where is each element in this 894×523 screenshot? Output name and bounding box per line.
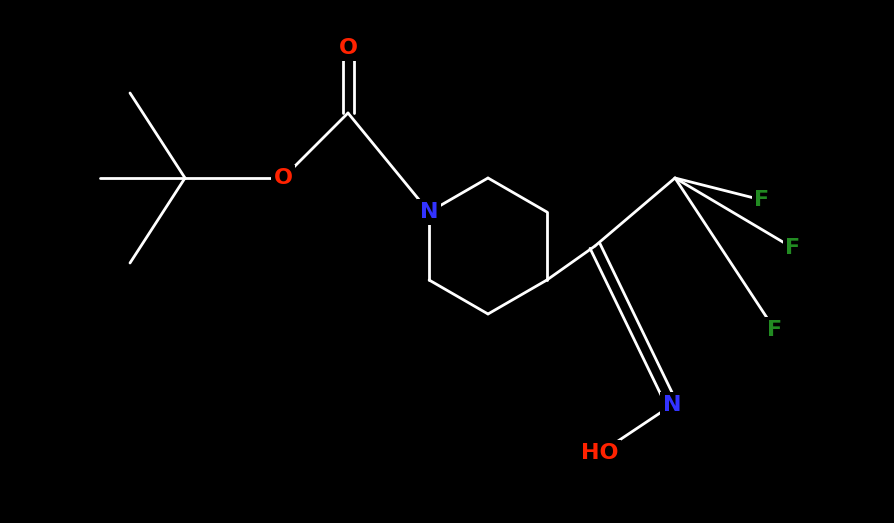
Text: F: F <box>785 238 799 258</box>
Text: HO: HO <box>580 443 618 463</box>
Text: O: O <box>274 168 292 188</box>
Text: O: O <box>338 38 357 58</box>
Text: N: N <box>419 202 438 222</box>
Text: N: N <box>662 395 680 415</box>
Text: F: F <box>754 190 769 210</box>
Text: F: F <box>766 320 781 340</box>
